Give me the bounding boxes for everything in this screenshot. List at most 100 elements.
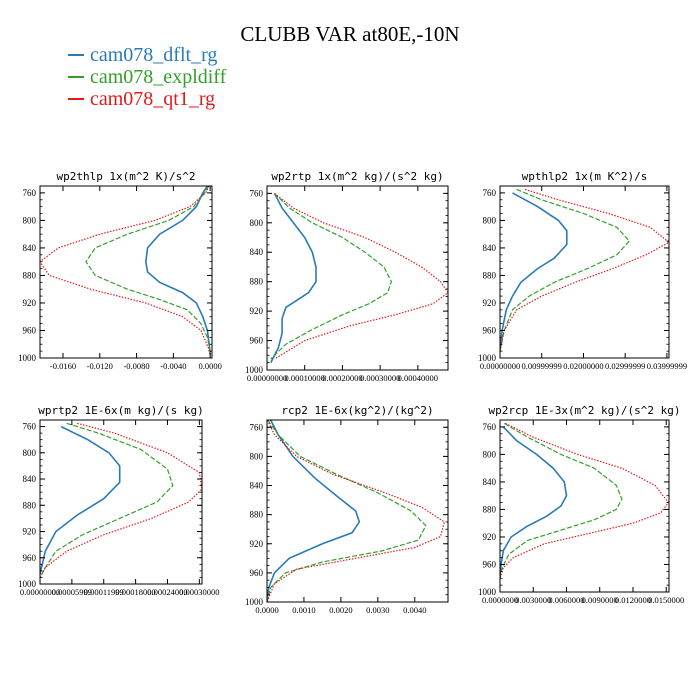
legend-swatch: [68, 54, 84, 56]
y-tick-label: 800: [483, 215, 497, 225]
x-tick-label: 0.0120000: [615, 595, 651, 605]
y-tick-label: 1000: [478, 587, 497, 597]
x-tick-label: 0.00011999: [84, 587, 124, 597]
series-line: [267, 420, 445, 602]
plot-frame: [499, 185, 670, 359]
y-tick-label: 840: [23, 474, 37, 484]
x-tick-label: 0.0010: [292, 605, 315, 615]
series-line: [85, 186, 211, 352]
x-tick-label: 0.0060000: [548, 595, 584, 605]
y-tick-label: 800: [250, 451, 264, 461]
x-tick-label: -0.0160: [50, 361, 76, 371]
x-tick-label: -0.0120: [87, 361, 113, 371]
x-tick-label: 0.0030: [366, 605, 389, 615]
series-line: [500, 188, 631, 352]
y-tick-label: 840: [250, 481, 264, 491]
y-tick-label: 880: [483, 504, 497, 514]
x-tick-label: 0.0000: [198, 361, 221, 371]
plot-panel: wprtp2 1E-6x(m kg)/(s kg)760 800 840 880 920…: [18, 404, 220, 597]
y-tick-label: 1000: [245, 365, 264, 375]
x-tick-label: 0.00040000: [398, 373, 438, 383]
y-tick-label: 920: [483, 298, 497, 308]
x-tick-label: 0.00010000: [285, 373, 325, 383]
series-line: [40, 425, 121, 575]
y-tick-label: 760: [250, 422, 264, 432]
x-tick-label: 0.00999999: [522, 361, 562, 371]
x-tick-label: 0.0000000: [482, 595, 518, 605]
y-tick-label: 840: [483, 243, 497, 253]
x-tick-label: 0.02000000: [563, 361, 603, 371]
plot-title: wp2rtp 1x(m^2 kg)/(s^2 kg): [271, 170, 443, 183]
y-tick-label: 960: [23, 553, 37, 563]
series-line: [270, 192, 393, 360]
x-tick-label: 0.00018000: [115, 587, 155, 597]
plot-frame: [266, 185, 449, 371]
x-tick-label: 0.00005999: [52, 587, 92, 597]
legend: cam078_dflt_rg cam078_expldiff cam078_qt…: [68, 44, 226, 110]
legend-item: cam078_dflt_rg: [68, 44, 226, 66]
y-tick-label: 960: [483, 325, 497, 335]
y-tick-label: 760: [23, 422, 37, 432]
legend-label: cam078_expldiff: [90, 66, 227, 88]
legend-swatch: [68, 76, 84, 78]
y-tick-label: 960: [483, 559, 497, 569]
y-tick-label: 920: [483, 532, 497, 542]
series-line: [274, 192, 448, 360]
y-tick-label: 760: [483, 422, 497, 432]
legend-item: cam078_expldiff: [68, 66, 226, 88]
x-tick-label: 0.00024000: [147, 587, 187, 597]
y-tick-label: 880: [250, 510, 264, 520]
series-line: [40, 422, 174, 578]
y-tick-label: 960: [23, 325, 37, 335]
x-tick-label: 0.00020000: [322, 373, 362, 383]
y-tick-label: 920: [250, 306, 264, 316]
x-tick-label: 0.0030000: [515, 595, 551, 605]
x-tick-label: 0.0020: [329, 605, 352, 615]
figure-title: CLUBB VAR at80E,-10N: [240, 22, 460, 46]
y-tick-label: 1000: [478, 353, 497, 363]
series-line: [40, 422, 202, 578]
x-tick-label: 0.0150000: [648, 595, 684, 605]
y-tick-label: 920: [23, 527, 37, 537]
plot-frame: [39, 185, 213, 359]
y-tick-label: 960: [250, 336, 264, 346]
series-line: [500, 422, 669, 579]
series-line: [500, 422, 623, 579]
y-tick-label: 760: [483, 188, 497, 198]
plot-panel: wpthlp2 1x(m K^2)/s 760 800 840 880 920 960 100…: [478, 170, 687, 371]
y-tick-label: 840: [250, 247, 264, 257]
x-tick-label: 0.00000000: [247, 373, 287, 383]
series-line: [270, 193, 317, 363]
x-tick-label: 0.0040: [403, 605, 426, 615]
series-line: [267, 420, 361, 602]
y-tick-label: 800: [483, 449, 497, 459]
y-tick-label: 760: [23, 188, 37, 198]
y-tick-label: 960: [250, 568, 264, 578]
y-tick-label: 880: [483, 270, 497, 280]
y-tick-label: 1000: [245, 597, 264, 607]
plot-title: wp2rcp 1E-3x(m^2 kg)/(s^2 kg): [488, 404, 680, 417]
y-tick-label: 880: [250, 277, 264, 287]
x-tick-label: 0.00000000: [480, 361, 520, 371]
x-tick-label: 0.0000: [255, 605, 278, 615]
plot-title: wpthlp2 1x(m K^2)/s: [522, 170, 648, 183]
x-tick-label: 0.00030000: [360, 373, 400, 383]
plot-title: wp2thlp 1x(m^2 K)/s^2: [56, 170, 195, 183]
y-tick-label: 880: [23, 270, 37, 280]
plot-panel: rcp2 1E-6x(kg^2)/(kg^2) 760 800 840 880 920 96…: [245, 404, 449, 615]
y-tick-label: 760: [250, 188, 264, 198]
x-tick-label: 0.03999999: [647, 361, 687, 371]
y-tick-label: 920: [23, 298, 37, 308]
plot-panel: wp2rcp 1E-3x(m^2 kg)/(s^2 kg) 760 800 840 88…: [478, 404, 684, 605]
y-tick-label: 880: [23, 500, 37, 510]
plot-panel: wp2thlp 1x(m^2 K)/s^2 760 800 840 880 920 960 1…: [18, 170, 222, 371]
plot-title: rcp2 1E-6x(kg^2)/(kg^2): [281, 404, 433, 417]
series-line: [500, 192, 568, 352]
y-tick-label: 1000: [18, 579, 37, 589]
y-tick-label: 920: [250, 539, 264, 549]
series-line: [500, 426, 568, 575]
y-tick-label: 800: [250, 218, 264, 228]
plot-frame: [499, 419, 670, 593]
plot-frame: [39, 419, 203, 585]
